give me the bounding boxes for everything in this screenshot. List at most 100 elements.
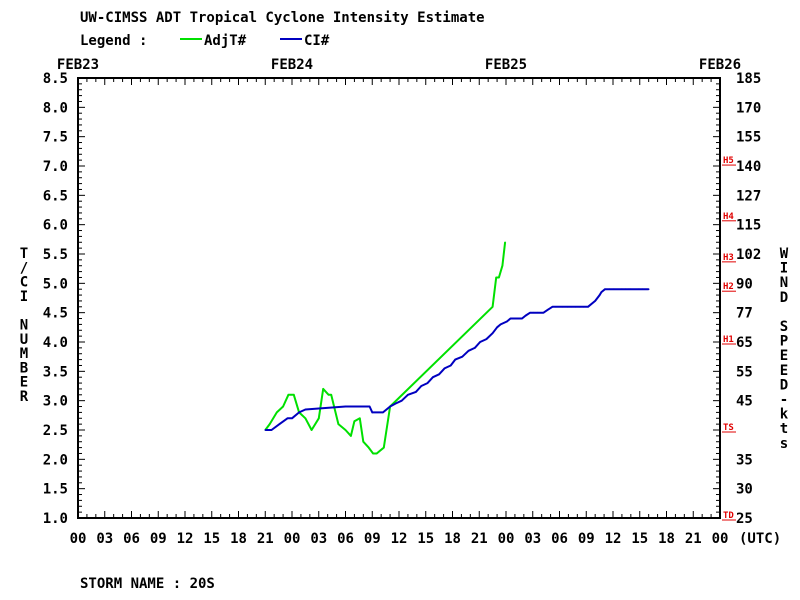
x-tick-label-11: 09 xyxy=(364,531,381,547)
data-point-1-19 xyxy=(438,373,440,376)
data-point-0-5 xyxy=(293,394,295,396)
data-point-1-26 xyxy=(479,341,481,343)
data-point-1-40 xyxy=(542,311,545,314)
right-tick-label-4: 55 xyxy=(736,364,753,380)
left-axis-label-char-7: M xyxy=(20,346,28,362)
left-tick-label-15: 8.5 xyxy=(43,71,68,87)
right-axis-label-char-11: k xyxy=(780,407,789,423)
right-axis-ticks: 25 30 35 45 55 65 77 90 102 115 127 140 155 170 185 xyxy=(713,71,761,527)
x-tick-label-12: 12 xyxy=(391,531,408,547)
right-axis-label-char-7: E xyxy=(780,348,788,364)
right-axis-label-char-8: E xyxy=(780,363,788,379)
data-point-1-14 xyxy=(407,394,409,396)
right-axis-label-char-2: N xyxy=(780,275,788,291)
data-point-1-59 xyxy=(628,288,630,291)
x-tick-label-14: 18 xyxy=(444,531,461,547)
x-tick-label-9: 03 xyxy=(310,531,327,547)
right-axis-label-char-5: S xyxy=(780,319,788,335)
left-tick-label-4: 3.0 xyxy=(43,394,68,410)
legend: AdjT# CI# xyxy=(180,33,330,49)
left-axis-label-char-1: / xyxy=(20,260,28,276)
x-tick-label-17: 03 xyxy=(524,531,541,547)
x-tick-label-22: 18 xyxy=(658,531,675,547)
data-point-0-19 xyxy=(367,446,370,449)
data-point-0-10 xyxy=(322,388,325,390)
data-point-1-23 xyxy=(461,355,464,358)
right-axis-label-char-1: I xyxy=(780,261,788,277)
data-point-1-43 xyxy=(555,306,557,308)
x-tick-label-19: 09 xyxy=(578,531,595,547)
right-axis-label-char-13: s xyxy=(780,436,788,452)
date-label-1: FEB24 xyxy=(271,57,313,73)
data-point-1-6 xyxy=(304,408,307,411)
x-axis-unit: (UTC) xyxy=(739,531,781,547)
left-axis-label-char-6: U xyxy=(20,332,28,348)
data-point-1-44 xyxy=(561,306,563,308)
data-point-0-2 xyxy=(276,411,278,414)
data-point-1-50 xyxy=(587,306,589,308)
data-point-1-39 xyxy=(536,311,538,314)
category-marker-5: H4 xyxy=(723,212,734,222)
data-point-0-3 xyxy=(282,405,284,408)
left-axis-label-char-8: B xyxy=(20,360,28,376)
category-marker-4: H3 xyxy=(723,253,734,263)
date-label-3: FEB26 xyxy=(699,57,741,73)
data-point-1-54 xyxy=(604,288,606,291)
data-point-0-1 xyxy=(268,423,271,425)
x-tick-label-18: 06 xyxy=(551,531,568,547)
data-point-0-8 xyxy=(310,429,313,431)
data-point-0-26 xyxy=(498,276,500,279)
data-point-1-11 xyxy=(389,405,391,408)
legend-item-0: AdjT# xyxy=(204,33,247,49)
data-point-1-58 xyxy=(624,288,627,291)
data-point-1-8 xyxy=(368,405,371,408)
data-point-1-37 xyxy=(529,311,531,314)
left-tick-label-2: 2.0 xyxy=(43,452,68,468)
x-tick-label-1: 03 xyxy=(96,531,113,547)
data-point-1-36 xyxy=(524,314,527,317)
data-point-0-13 xyxy=(337,423,340,425)
data-point-0-25 xyxy=(495,276,498,279)
date-labels: FEB23 FEB24 FEB25 FEB26 xyxy=(57,57,741,73)
data-point-0-16 xyxy=(353,420,356,423)
right-tick-label-6: 77 xyxy=(736,306,753,322)
right-axis-label-char-10: - xyxy=(780,392,788,408)
data-point-0-17 xyxy=(359,417,361,420)
x-axis-ticks: 00 03 06 09 12 15 18 21 00 03 06 09 12 15 18 21 00 03 06 09… xyxy=(70,78,728,547)
left-axis-label-char-2: C xyxy=(20,275,28,291)
data-point-1-7 xyxy=(344,405,347,408)
data-point-1-63 xyxy=(647,288,650,291)
series-line-adjt xyxy=(264,242,507,455)
storm-name: STORM NAME : 20S xyxy=(80,576,215,592)
data-point-1-49 xyxy=(582,306,585,308)
left-axis-label-char-3: I xyxy=(20,289,28,305)
data-point-1-16 xyxy=(420,385,423,387)
series-lines xyxy=(264,241,650,455)
data-point-1-0 xyxy=(264,429,267,431)
right-tick-label-8: 102 xyxy=(736,247,761,263)
x-tick-label-23: 21 xyxy=(685,531,702,547)
date-label-2: FEB25 xyxy=(485,57,527,73)
data-point-1-5 xyxy=(298,411,300,414)
left-axis-label-char-0: T xyxy=(20,246,28,262)
data-point-1-13 xyxy=(400,399,403,402)
left-tick-label-14: 8.0 xyxy=(43,100,68,116)
left-tick-label-13: 7.5 xyxy=(43,130,68,146)
left-tick-label-11: 6.5 xyxy=(43,188,68,204)
right-axis-label-char-9: D xyxy=(780,377,788,393)
data-point-0-20 xyxy=(372,452,374,455)
data-point-1-51 xyxy=(594,300,596,302)
series-line-ci xyxy=(265,288,649,431)
data-point-0-15 xyxy=(350,435,352,437)
data-point-0-21 xyxy=(375,452,378,455)
data-point-1-55 xyxy=(608,288,611,291)
data-point-1-24 xyxy=(467,350,470,352)
data-point-1-27 xyxy=(485,338,488,340)
data-point-1-1 xyxy=(270,429,273,431)
chart-title: UW-CIMSS ADT Tropical Cyclone Intensity … xyxy=(80,10,485,26)
data-point-1-62 xyxy=(641,288,644,291)
category-marker-3: H2 xyxy=(723,282,734,292)
data-point-0-14 xyxy=(344,429,347,431)
data-point-1-3 xyxy=(286,417,289,420)
